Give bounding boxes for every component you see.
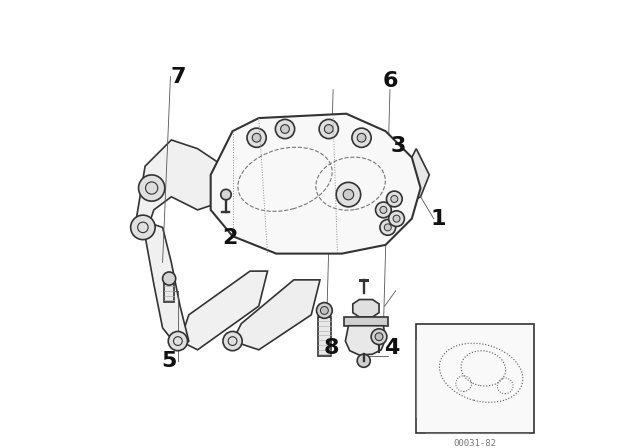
Polygon shape bbox=[180, 271, 268, 350]
Text: 2: 2 bbox=[223, 228, 238, 248]
Text: 8: 8 bbox=[323, 338, 339, 358]
Text: 1: 1 bbox=[430, 209, 446, 228]
Circle shape bbox=[321, 306, 328, 314]
Text: 4: 4 bbox=[385, 338, 400, 358]
Polygon shape bbox=[346, 326, 385, 355]
Circle shape bbox=[380, 220, 396, 235]
Circle shape bbox=[275, 119, 294, 138]
Text: 5: 5 bbox=[161, 351, 177, 371]
Circle shape bbox=[384, 224, 391, 231]
Circle shape bbox=[223, 332, 242, 351]
Circle shape bbox=[168, 332, 188, 351]
FancyBboxPatch shape bbox=[416, 323, 534, 433]
Circle shape bbox=[357, 354, 371, 367]
Circle shape bbox=[252, 134, 261, 142]
Polygon shape bbox=[399, 149, 429, 210]
Text: 00031-82: 00031-82 bbox=[454, 439, 497, 448]
Polygon shape bbox=[164, 280, 174, 302]
Circle shape bbox=[163, 272, 176, 285]
Text: 7: 7 bbox=[170, 66, 186, 86]
Circle shape bbox=[324, 125, 333, 134]
Circle shape bbox=[131, 215, 155, 240]
Circle shape bbox=[281, 125, 289, 134]
Polygon shape bbox=[353, 300, 379, 317]
Polygon shape bbox=[344, 317, 388, 326]
Circle shape bbox=[343, 190, 354, 200]
Polygon shape bbox=[318, 317, 331, 356]
Circle shape bbox=[388, 211, 404, 227]
Text: 3: 3 bbox=[391, 137, 406, 156]
Polygon shape bbox=[232, 280, 320, 350]
Circle shape bbox=[247, 128, 266, 147]
Circle shape bbox=[317, 302, 332, 319]
Text: 6: 6 bbox=[382, 71, 397, 91]
Polygon shape bbox=[211, 114, 420, 254]
Circle shape bbox=[380, 207, 387, 213]
Circle shape bbox=[375, 333, 383, 340]
Circle shape bbox=[376, 202, 391, 218]
Polygon shape bbox=[224, 118, 408, 245]
Circle shape bbox=[145, 182, 158, 194]
Circle shape bbox=[319, 119, 339, 138]
Circle shape bbox=[221, 190, 231, 200]
Circle shape bbox=[393, 215, 400, 222]
Circle shape bbox=[138, 175, 164, 201]
Circle shape bbox=[387, 191, 402, 207]
Circle shape bbox=[357, 134, 366, 142]
Circle shape bbox=[371, 329, 387, 345]
Polygon shape bbox=[136, 219, 189, 350]
Circle shape bbox=[352, 128, 371, 147]
Circle shape bbox=[336, 182, 361, 207]
Circle shape bbox=[391, 195, 398, 202]
Polygon shape bbox=[136, 140, 224, 236]
